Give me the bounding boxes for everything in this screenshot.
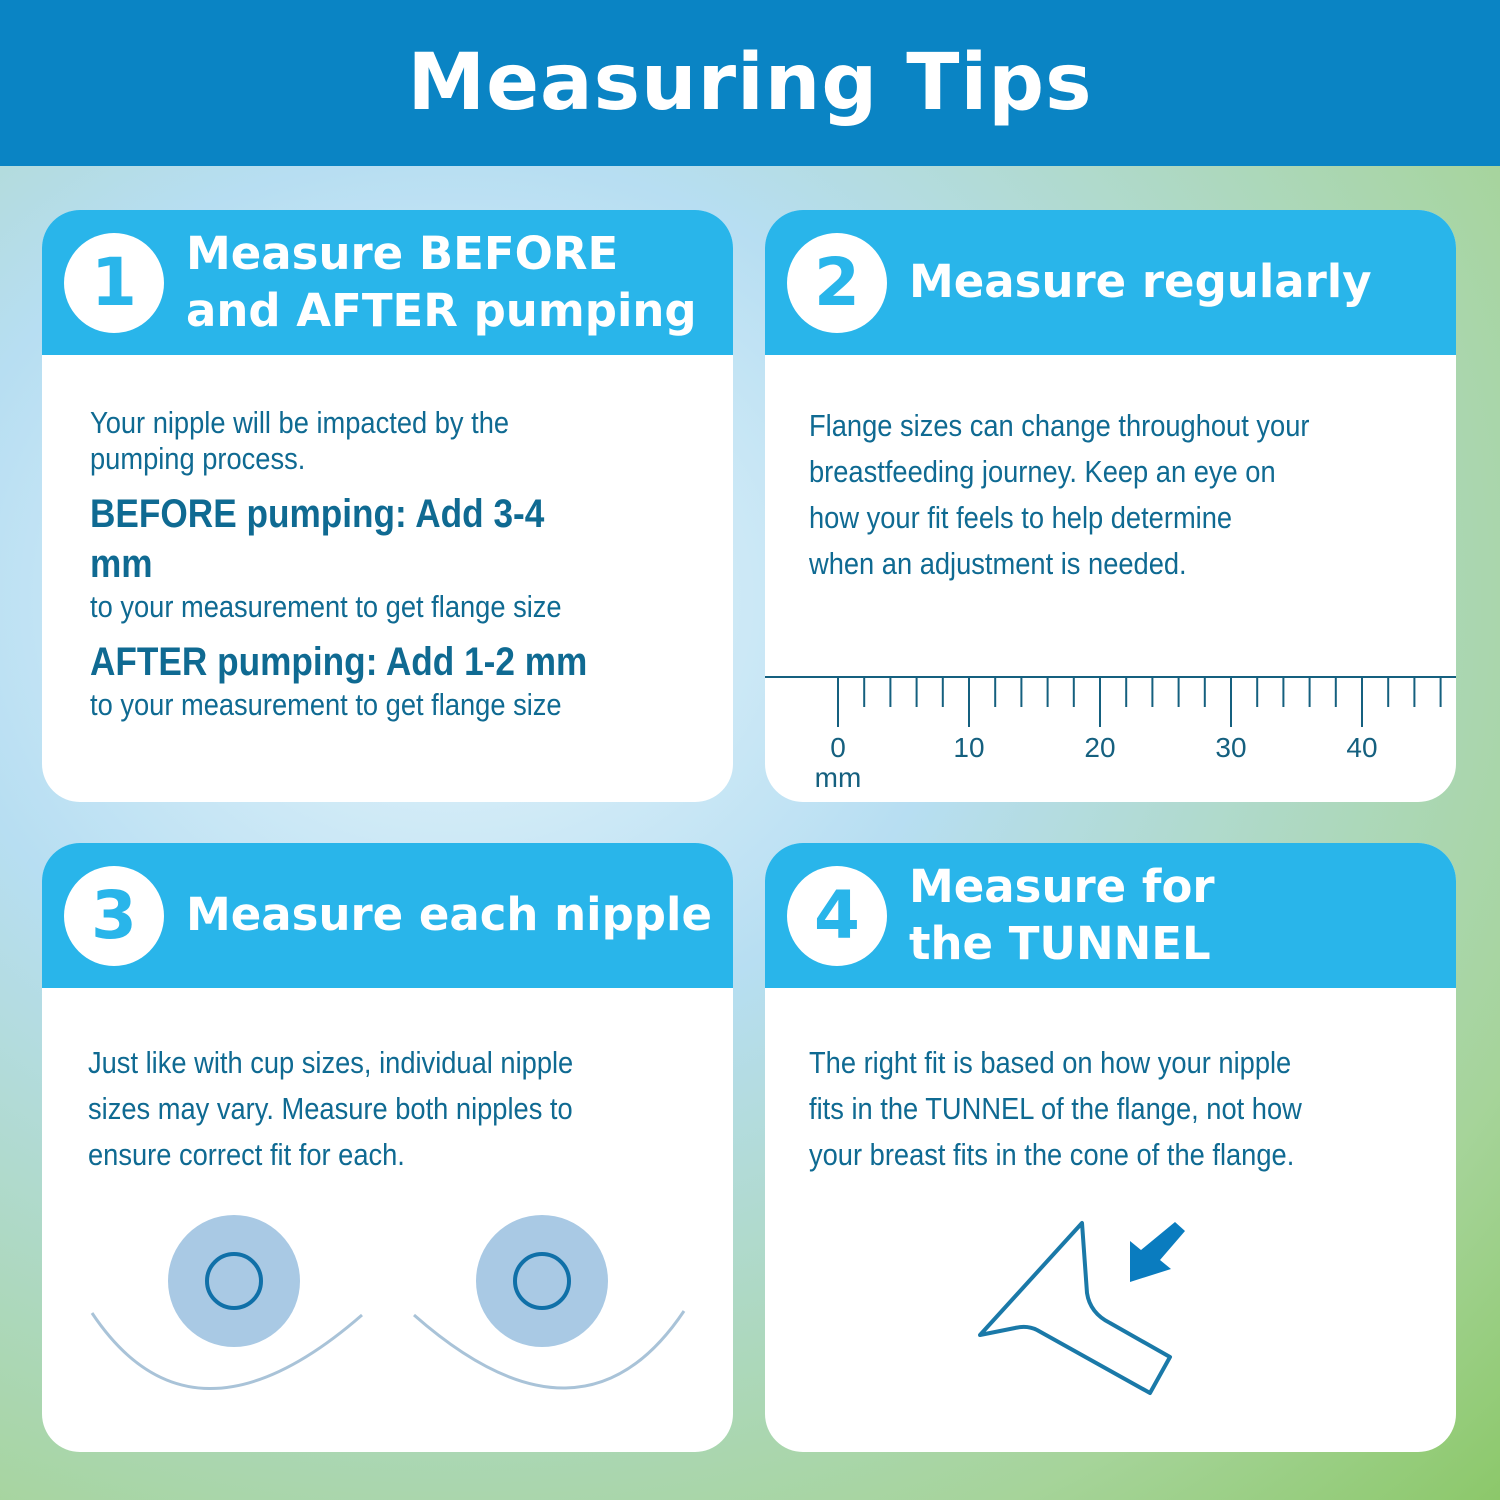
tip-title: Measure BEFORE and AFTER pumping (186, 227, 697, 337)
tip-title: Measure each nipple (186, 888, 712, 942)
step-number: 1 (64, 232, 164, 333)
tip-text: Your nipple will be impacted by the pump… (90, 405, 510, 476)
tip-card-1: 1 Measure BEFORE and AFTER pumping Your n… (42, 210, 733, 802)
tip-title: Measure regularly (909, 255, 1372, 309)
tip-text: Flange sizes can change throughout your … (809, 408, 1310, 581)
tip-card-3: 3 Measure each nipple Just like with cup … (42, 843, 733, 1452)
page-title: Measuring Tips (407, 38, 1093, 128)
ruler-label: 20 (1084, 732, 1115, 763)
ruler-unit: mm (815, 762, 862, 793)
arrow-icon (1130, 1222, 1185, 1282)
after-label: AFTER pumping: Add 1-2 mm (90, 640, 588, 684)
tip-card-2: 2 Measure regularly Flange sizes can chan… (765, 210, 1456, 802)
header: Measuring Tips (0, 0, 1500, 166)
before-label: BEFORE pumping: Add 3-4 mm (90, 492, 545, 586)
flange-illustration (978, 1221, 1185, 1395)
before-text: to your measurement to get flange size (90, 589, 562, 624)
tip-card-4: 4 Measure for the TUNNEL The right fit is… (765, 843, 1456, 1452)
after-text: to your measurement to get flange size (90, 687, 562, 722)
step-number: 4 (787, 865, 887, 966)
ruler-label: 30 (1215, 732, 1246, 763)
tip-text: Just like with cup sizes, individual nip… (88, 1045, 574, 1172)
step-number: 3 (64, 865, 164, 966)
ruler-label: 10 (953, 732, 984, 763)
ruler-label: 40 (1346, 732, 1377, 763)
tip-title: Measure for the TUNNEL (909, 860, 1215, 970)
ruler: 0 10 20 30 40 mm (765, 676, 1456, 793)
step-number: 2 (787, 232, 887, 333)
tip-text: The right fit is based on how your nippl… (809, 1045, 1302, 1172)
breasts-illustration (90, 1215, 686, 1390)
ruler-label: 0 (830, 732, 846, 763)
